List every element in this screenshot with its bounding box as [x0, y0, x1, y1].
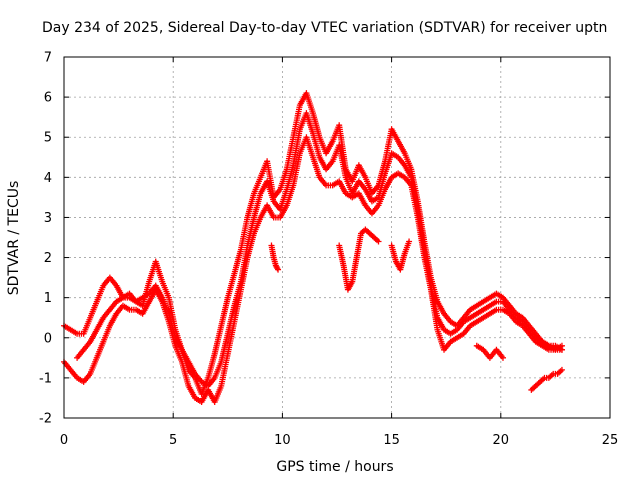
- plot-frame: [63, 56, 611, 419]
- branch-b4-series: [473, 342, 506, 361]
- x-tick-label: 20: [493, 433, 510, 448]
- x-tick-label: 25: [602, 433, 619, 448]
- y-tick-label: 2: [44, 251, 52, 266]
- axis-ticks: 0 5 10 15 20 25 -2 -1 0 1 2 3 4 5 6 7: [39, 51, 618, 449]
- data-markers: [61, 90, 565, 405]
- branch-b1-series: [268, 242, 282, 273]
- y-tick-label: 0: [44, 331, 52, 346]
- x-tick-label: 0: [60, 433, 68, 448]
- x-tick-label: 15: [383, 433, 400, 448]
- data-point: [558, 366, 565, 373]
- y-tick-label: 5: [44, 131, 52, 146]
- grid: [64, 57, 610, 418]
- data-point: [406, 238, 413, 245]
- y-tick-label: 3: [44, 211, 52, 226]
- y-tick-label: 4: [44, 171, 52, 186]
- data-point: [375, 238, 382, 245]
- y-tick-label: 6: [44, 91, 52, 106]
- y-axis-label: SDTVAR / TECUs: [6, 181, 22, 296]
- data-point: [558, 346, 565, 353]
- data-point: [274, 265, 281, 272]
- branch-b5-series: [528, 366, 565, 393]
- x-tick-label: 5: [169, 433, 177, 448]
- data-point: [275, 266, 282, 273]
- chart-title: Day 234 of 2025, Sidereal Day-to-day VTE…: [42, 20, 607, 36]
- y-tick-label: 7: [44, 51, 52, 66]
- x-tick-label: 10: [274, 433, 291, 448]
- trace-c-series: [74, 110, 565, 389]
- branch-b3-series: [388, 238, 413, 273]
- y-tick-label: -2: [39, 412, 52, 427]
- trace-b-series: [61, 134, 565, 405]
- data-point: [499, 354, 506, 361]
- x-axis-label: GPS time / hours: [276, 459, 393, 475]
- y-tick-label: 1: [44, 291, 52, 306]
- y-tick-label: -1: [39, 371, 52, 386]
- branch-b2-series: [336, 226, 382, 293]
